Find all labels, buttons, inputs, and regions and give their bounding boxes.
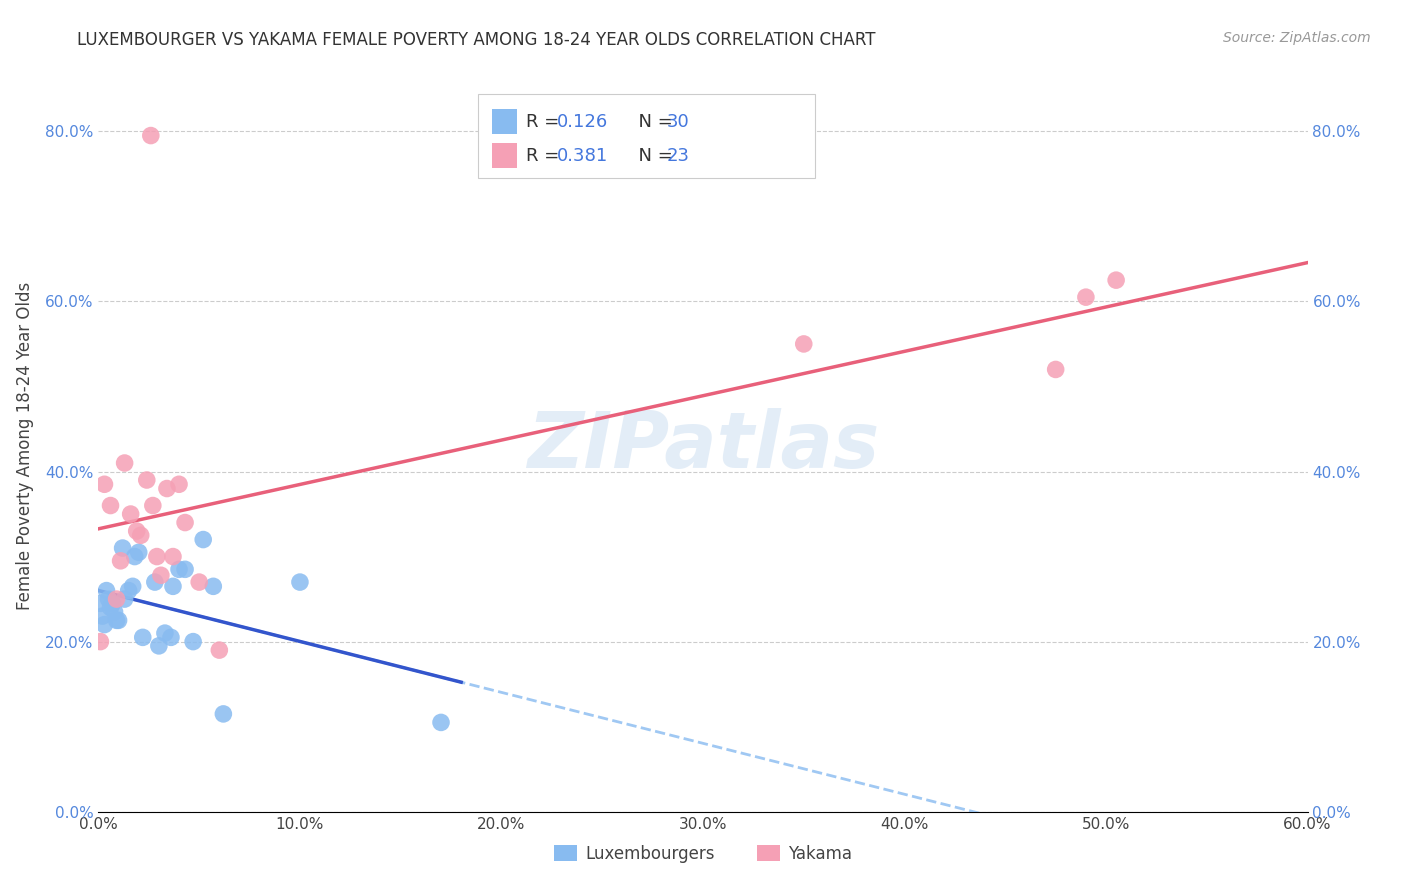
Text: ZIPatlas: ZIPatlas [527,408,879,484]
Point [110,554,132,568]
Point [93,617,115,632]
Point [89,596,111,610]
Text: N =: N = [627,113,679,131]
Point [188,575,211,590]
Point [100,499,122,513]
Point [118,583,141,598]
Legend: Luxembourgers, Yakama: Luxembourgers, Yakama [547,838,859,869]
Point [114,456,136,470]
Text: 0.126: 0.126 [557,113,607,131]
Point [124,549,146,564]
Y-axis label: Female Poverty Among 18-24 Year Olds: Female Poverty Among 18-24 Year Olds [15,282,34,610]
Point [288,575,311,590]
Point [139,128,162,143]
Point [167,562,190,576]
Point [162,549,184,564]
Point [107,613,129,627]
Point [142,499,165,513]
Point [135,473,157,487]
Text: 0.381: 0.381 [557,147,607,165]
Text: R =: R = [526,147,565,165]
Point [101,596,124,610]
Point [132,631,155,645]
Point [149,568,172,582]
Text: Source: ZipAtlas.com: Source: ZipAtlas.com [1223,31,1371,45]
Point [202,579,225,593]
Point [181,634,204,648]
Point [1074,290,1097,304]
Point [93,477,115,491]
Text: R =: R = [526,113,565,131]
Point [430,715,453,730]
Point [208,643,231,657]
Text: 23: 23 [666,147,689,165]
Point [174,516,197,530]
Point [103,605,125,619]
Point [121,579,143,593]
Point [160,631,183,645]
Point [97,592,120,607]
Text: 30: 30 [666,113,689,131]
Point [793,337,815,351]
Point [153,626,176,640]
Point [156,482,179,496]
Point [128,545,150,559]
Text: LUXEMBOURGER VS YAKAMA FEMALE POVERTY AMONG 18-24 YEAR OLDS CORRELATION CHART: LUXEMBOURGER VS YAKAMA FEMALE POVERTY AM… [77,31,876,49]
Point [143,575,166,590]
Point [120,507,142,521]
Point [100,600,122,615]
Point [125,524,148,538]
Point [1105,273,1128,287]
Point [193,533,215,547]
Point [146,549,169,564]
Text: N =: N = [627,147,679,165]
Point [167,477,190,491]
Point [129,528,152,542]
Point [111,541,134,555]
Point [91,609,114,624]
Point [105,592,128,607]
Point [105,613,128,627]
Point [96,583,118,598]
Point [114,592,136,607]
Point [1045,362,1067,376]
Point [212,706,235,721]
Point [162,579,184,593]
Point [89,634,111,648]
Point [174,562,197,576]
Point [148,639,170,653]
